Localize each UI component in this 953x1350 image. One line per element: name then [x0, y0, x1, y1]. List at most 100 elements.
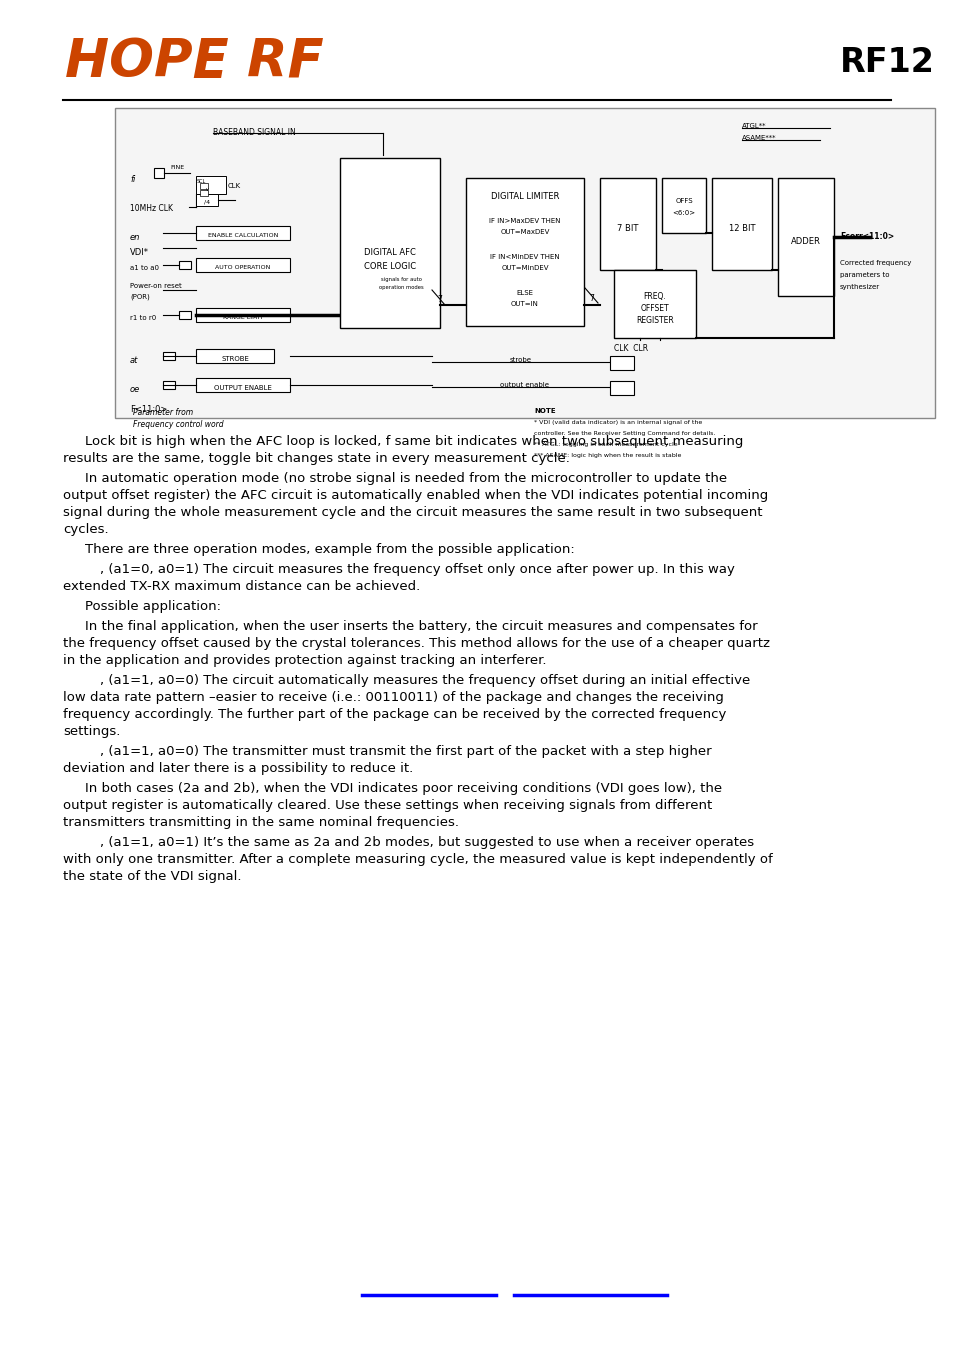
- Bar: [153, 167, 164, 178]
- Text: There are three operation modes, example from the possible application:: There are three operation modes, example…: [85, 543, 574, 556]
- Text: AUTO OPERATION: AUTO OPERATION: [215, 265, 271, 270]
- Text: transmitters transmitting in the same nominal frequencies.: transmitters transmitting in the same no…: [63, 815, 458, 829]
- Bar: [195, 225, 290, 240]
- Text: operation modes: operation modes: [378, 285, 423, 290]
- Bar: [115, 108, 934, 418]
- Text: results are the same, toggle bit changes state in every measurement cycle.: results are the same, toggle bit changes…: [63, 452, 569, 464]
- Text: , (a1=1, a0=0) The circuit automatically measures the frequency offset during an: , (a1=1, a0=0) The circuit automatically…: [100, 674, 749, 687]
- Text: en: en: [130, 234, 140, 242]
- Text: 7 BIT: 7 BIT: [617, 224, 638, 234]
- Text: low data rate pattern –easier to receive (i.e.: 00110011) of the package and cha: low data rate pattern –easier to receive…: [63, 691, 723, 703]
- Text: ASAME***: ASAME***: [741, 135, 776, 140]
- Text: cycles.: cycles.: [63, 522, 109, 536]
- Text: OUTPUT ENABLE: OUTPUT ENABLE: [213, 385, 272, 391]
- Text: signal during the whole measurement cycle and the circuit measures the same resu: signal during the whole measurement cycl…: [63, 506, 761, 518]
- Text: settings.: settings.: [63, 725, 120, 738]
- Text: Power-on reset: Power-on reset: [130, 284, 182, 289]
- Text: 7: 7: [588, 294, 594, 302]
- Bar: [609, 381, 634, 396]
- Text: Lock bit is high when the AFC loop is locked, f same bit indicates when two subs: Lock bit is high when the AFC loop is lo…: [85, 435, 742, 448]
- Bar: [609, 356, 634, 370]
- Text: ADDER: ADDER: [790, 238, 821, 246]
- Text: VDI*: VDI*: [130, 248, 149, 256]
- Text: /4: /4: [204, 200, 210, 205]
- Text: RF12: RF12: [840, 46, 934, 78]
- Text: ENABLE CALCULATION: ENABLE CALCULATION: [208, 234, 278, 238]
- Text: Frequency control word: Frequency control word: [132, 420, 223, 429]
- Text: ** ATGL: toggling in each measurement cycle: ** ATGL: toggling in each measurement cy…: [534, 441, 677, 447]
- Text: 7: 7: [436, 296, 441, 304]
- Bar: [195, 258, 290, 271]
- Bar: [465, 178, 583, 325]
- Text: OUT=MaxDEV: OUT=MaxDEV: [499, 230, 549, 235]
- Text: FREQ.: FREQ.: [643, 292, 666, 301]
- Text: OUT=MinDEV: OUT=MinDEV: [500, 265, 548, 271]
- Text: with only one transmitter. After a complete measuring cycle, the measured value : with only one transmitter. After a compl…: [63, 853, 772, 865]
- Bar: [179, 261, 191, 269]
- Bar: [195, 308, 290, 323]
- Bar: [195, 378, 290, 392]
- Text: Corrected frequency: Corrected frequency: [840, 261, 910, 266]
- Text: synthesizer: synthesizer: [840, 284, 880, 290]
- Text: , (a1=1, a0=0) The transmitter must transmit the first part of the packet with a: , (a1=1, a0=0) The transmitter must tran…: [100, 745, 711, 757]
- Text: <6:0>: <6:0>: [672, 211, 695, 216]
- Text: *** ASAME: logic high when the result is stable: *** ASAME: logic high when the result is…: [534, 454, 680, 458]
- Text: frequency accordingly. The further part of the package can be received by the co: frequency accordingly. The further part …: [63, 707, 725, 721]
- Text: Fcorr<11:0>: Fcorr<11:0>: [840, 232, 893, 242]
- Text: , (a1=0, a0=1) The circuit measures the frequency offset only once after power u: , (a1=0, a0=1) The circuit measures the …: [100, 563, 734, 576]
- Text: at: at: [130, 356, 138, 365]
- Text: output enable: output enable: [499, 382, 548, 387]
- Text: DIGITAL AFC: DIGITAL AFC: [364, 248, 416, 256]
- Text: REGISTER: REGISTER: [636, 316, 673, 325]
- Text: In automatic operation mode (no strobe signal is needed from the microcontroller: In automatic operation mode (no strobe s…: [85, 472, 726, 485]
- Text: strobe: strobe: [510, 356, 532, 363]
- Bar: [339, 158, 439, 328]
- Text: output register is automatically cleared. Use these settings when receiving sign: output register is automatically cleared…: [63, 799, 712, 811]
- Text: Parameter from: Parameter from: [132, 408, 193, 417]
- Text: HOPE RF: HOPE RF: [65, 36, 323, 88]
- Text: DIGITAL LIMITER: DIGITAL LIMITER: [490, 192, 558, 201]
- Text: ELSE: ELSE: [516, 290, 533, 296]
- Bar: [200, 184, 208, 189]
- Text: the frequency offset caused by the crystal tolerances. This method allows for th: the frequency offset caused by the cryst…: [63, 637, 769, 649]
- Bar: [195, 350, 274, 363]
- Text: In both cases (2a and 2b), when the VDI indicates poor receiving conditions (VDI: In both cases (2a and 2b), when the VDI …: [85, 782, 721, 795]
- Text: parameters to: parameters to: [840, 271, 888, 278]
- Bar: [195, 176, 226, 194]
- Text: CLK: CLK: [228, 184, 241, 189]
- Text: RANGE LIMIT: RANGE LIMIT: [223, 315, 263, 320]
- Bar: [599, 178, 656, 270]
- Text: ATGL**: ATGL**: [741, 123, 765, 130]
- Text: signals for auto: signals for auto: [380, 277, 421, 282]
- Text: output offset register) the AFC circuit is automatically enabled when the VDI in: output offset register) the AFC circuit …: [63, 489, 767, 502]
- Text: * VDI (valid data indicator) is an internal signal of the: * VDI (valid data indicator) is an inter…: [534, 420, 701, 425]
- Bar: [661, 178, 705, 234]
- Text: the state of the VDI signal.: the state of the VDI signal.: [63, 869, 241, 883]
- Text: Possible application:: Possible application:: [85, 599, 221, 613]
- Text: in the application and provides protection against tracking an interferer.: in the application and provides protecti…: [63, 653, 546, 667]
- Text: CLK  CLR: CLK CLR: [614, 344, 647, 352]
- Text: STROBE: STROBE: [221, 356, 249, 362]
- Text: fi: fi: [130, 176, 135, 184]
- Text: OFFS: OFFS: [675, 198, 692, 204]
- Text: NOTE: NOTE: [534, 408, 555, 414]
- Text: OUT=IN: OUT=IN: [511, 301, 538, 306]
- Bar: [711, 178, 771, 270]
- Bar: [614, 270, 696, 338]
- Text: F<11:0>: F<11:0>: [130, 405, 167, 414]
- Text: deviation and later there is a possibility to reduce it.: deviation and later there is a possibili…: [63, 761, 413, 775]
- Text: r1 to r0: r1 to r0: [130, 315, 156, 321]
- Text: In the final application, when the user inserts the battery, the circuit measure: In the final application, when the user …: [85, 620, 757, 633]
- Text: BASEBAND SIGNAL IN: BASEBAND SIGNAL IN: [213, 128, 295, 136]
- Text: SCL: SCL: [196, 180, 206, 184]
- Text: IF IN>MaxDEV THEN: IF IN>MaxDEV THEN: [489, 217, 560, 224]
- Bar: [179, 310, 191, 319]
- Bar: [370, 271, 432, 294]
- Text: extended TX-RX maximum distance can be achieved.: extended TX-RX maximum distance can be a…: [63, 580, 420, 593]
- Bar: [195, 194, 218, 207]
- Bar: [163, 352, 174, 360]
- Text: controller. See the Receiver Setting Command for details.: controller. See the Receiver Setting Com…: [534, 431, 715, 436]
- Text: v: v: [206, 188, 209, 192]
- Text: , (a1=1, a0=1) It’s the same as 2a and 2b modes, but suggested to use when a rec: , (a1=1, a0=1) It’s the same as 2a and 2…: [100, 836, 753, 849]
- Text: a1 to a0: a1 to a0: [130, 265, 159, 271]
